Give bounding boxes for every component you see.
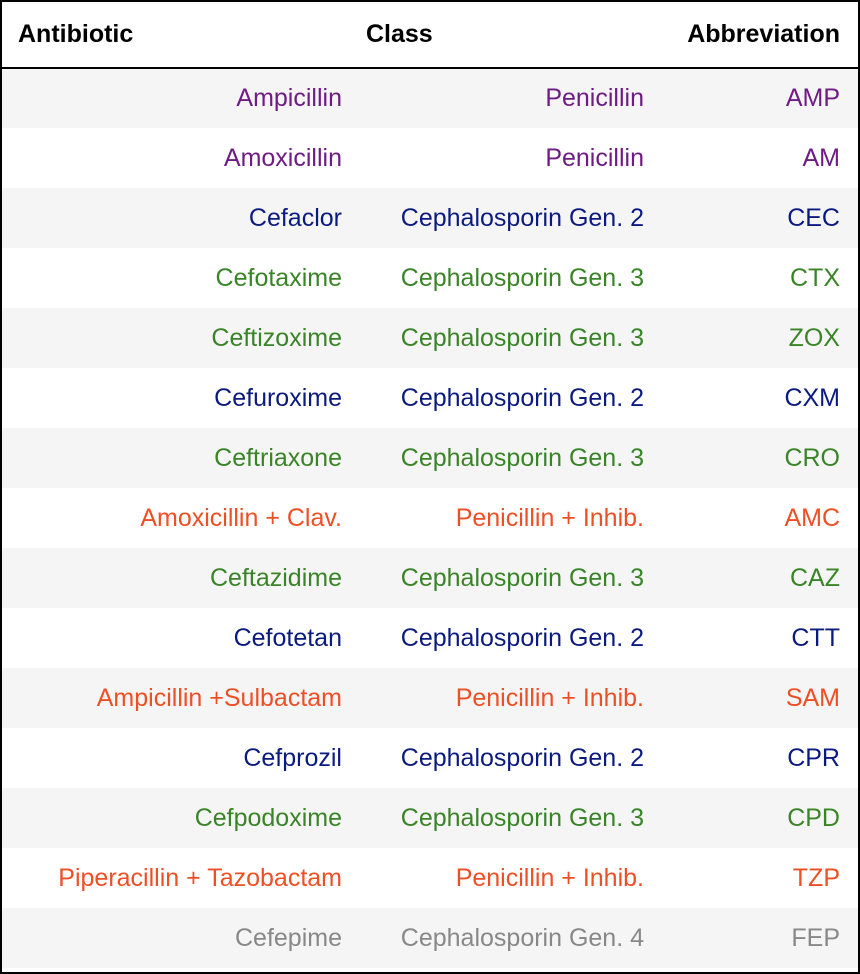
table-row: Cefpodoxime Cephalosporin Gen. 3 CPD [2,788,858,848]
abbreviation-cell: CPD [787,803,840,832]
antibiotic-cell: Ampicillin [236,84,342,112]
class-cell: Penicillin + Inhib. [455,863,644,892]
abbreviation-cell: CPR [787,743,840,772]
abbreviation-cell: CEC [787,203,840,232]
class-cell: Cephalosporin Gen. 2 [400,383,644,412]
abbreviation-cell: CTX [790,263,840,292]
class-cell: Penicillin [545,84,644,112]
abbreviation-cell: FEP [791,923,840,952]
abbreviation-cell: CRO [784,443,840,472]
abbreviation-cell: AMC [784,503,840,532]
abbreviation-cell: CTT [791,623,840,652]
class-cell: Cephalosporin Gen. 3 [400,803,644,832]
class-cell: Cephalosporin Gen. 2 [400,203,644,232]
antibiotic-cell: Ceftizoxime [211,323,342,352]
header-class: Class [350,2,652,69]
header-antibiotic: Antibiotic [2,2,350,69]
antibiotic-cell: Ampicillin +Sulbactam [96,683,342,712]
antibiotic-cell: Cefepime [235,923,342,952]
table-body: Ampicillin Penicillin AMP Amoxicillin Penici… [2,68,858,968]
antibiotic-cell: Cefaclor [248,203,342,232]
antibiotic-cell: Cefotaxime [215,263,342,292]
antibiotic-cell: Cefprozil [243,743,342,772]
antibiotic-cell: Cefpodoxime [194,803,342,832]
antibiotic-cell: Amoxicillin [223,143,342,172]
table-row: Piperacillin + Tazobactam Penicillin + In… [2,848,858,908]
class-cell: Cephalosporin Gen. 2 [400,743,644,772]
table-row: Cefotaxime Cephalosporin Gen. 3 CTX [2,248,858,308]
abbreviation-cell: ZOX [788,323,840,352]
antibiotic-cell: Cefotetan [233,623,342,652]
antibiotic-cell: Amoxicillin + Clav. [140,503,342,532]
class-cell: Cephalosporin Gen. 3 [400,443,644,472]
class-cell: Penicillin [545,143,644,172]
table-row: Ceftriaxone Cephalosporin Gen. 3 CRO [2,428,858,488]
table-row: Cefepime Cephalosporin Gen. 4 FEP [2,908,858,968]
abbreviation-cell: AMP [785,84,840,112]
table-row: Ampicillin Penicillin AMP [2,68,858,128]
table-row: Ceftazidime Cephalosporin Gen. 3 CAZ [2,548,858,608]
table-header: Antibiotic Class Abbreviation [2,2,858,69]
antibiotic-cell: Ceftriaxone [214,443,342,472]
header-row: Antibiotic Class Abbreviation [2,2,858,69]
abbreviation-cell: CXM [784,383,840,412]
class-cell: Cephalosporin Gen. 3 [400,263,644,292]
class-cell: Cephalosporin Gen. 3 [400,563,644,592]
antibiotic-cell: Piperacillin + Tazobactam [58,863,342,892]
class-cell: Cephalosporin Gen. 2 [400,623,644,652]
table-row: Ceftizoxime Cephalosporin Gen. 3 ZOX [2,308,858,368]
abbreviation-cell: CAZ [790,563,840,592]
abbreviation-cell: AM [802,143,841,172]
antibiotic-cell: Ceftazidime [210,563,342,592]
header-abbreviation: Abbreviation [652,2,858,69]
class-cell: Cephalosporin Gen. 3 [400,323,644,352]
abbreviation-cell: SAM [785,683,840,712]
table-row: Cefprozil Cephalosporin Gen. 2 CPR [2,728,858,788]
abbreviation-cell: TZP [792,863,840,892]
class-cell: Cephalosporin Gen. 4 [400,923,644,952]
antibiotic-cell: Cefuroxime [214,383,342,412]
table-row: Amoxicillin + Clav. Penicillin + Inhib. AM… [2,488,858,548]
class-cell: Penicillin + Inhib. [455,683,644,712]
class-cell: Penicillin + Inhib. [455,503,644,532]
table-row: Ampicillin +Sulbactam Penicillin + Inhib.… [2,668,858,728]
table-row: Amoxicillin Penicillin AM [2,128,858,188]
table-row: Cefaclor Cephalosporin Gen. 2 CEC [2,188,858,248]
table-row: Cefuroxime Cephalosporin Gen. 2 CXM [2,368,858,428]
table-row: Cefotetan Cephalosporin Gen. 2 CTT [2,608,858,668]
